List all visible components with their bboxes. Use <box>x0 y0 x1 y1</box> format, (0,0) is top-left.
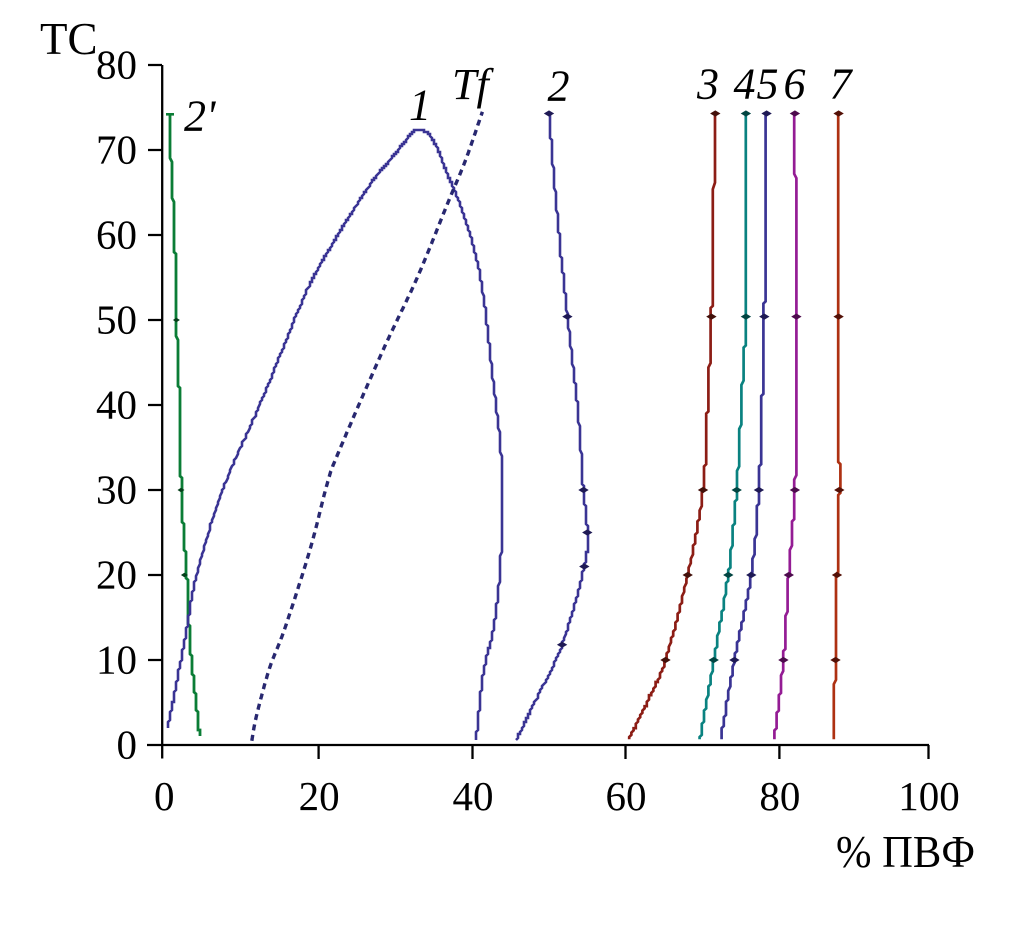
svg-text:0: 0 <box>154 773 175 819</box>
svg-text:100: 100 <box>898 773 960 819</box>
svg-text:20: 20 <box>299 773 340 819</box>
svg-text:30: 30 <box>96 467 137 513</box>
svg-text:4: 4 <box>734 60 756 109</box>
svg-text:50: 50 <box>96 297 137 343</box>
svg-text:6: 6 <box>784 60 806 109</box>
svg-text:0: 0 <box>117 722 138 768</box>
svg-text:3: 3 <box>696 60 719 109</box>
svg-text:% ПВФ: % ПВФ <box>836 827 975 877</box>
svg-text:60: 60 <box>606 773 647 819</box>
svg-text:70: 70 <box>96 127 137 173</box>
svg-text:40: 40 <box>96 382 137 428</box>
svg-text:5: 5 <box>757 60 779 109</box>
svg-text:10: 10 <box>96 637 137 683</box>
svg-text:TC: TC <box>40 14 98 64</box>
svg-text:2': 2' <box>184 92 217 141</box>
svg-text:1: 1 <box>409 81 431 130</box>
svg-text:80: 80 <box>759 773 800 819</box>
svg-text:20: 20 <box>96 552 137 598</box>
svg-text:2: 2 <box>548 61 570 110</box>
svg-text:80: 80 <box>96 42 137 88</box>
svg-text:60: 60 <box>96 212 137 258</box>
svg-text:7: 7 <box>830 60 854 109</box>
svg-text:40: 40 <box>453 773 494 819</box>
svg-text:Tf: Tf <box>452 60 494 109</box>
